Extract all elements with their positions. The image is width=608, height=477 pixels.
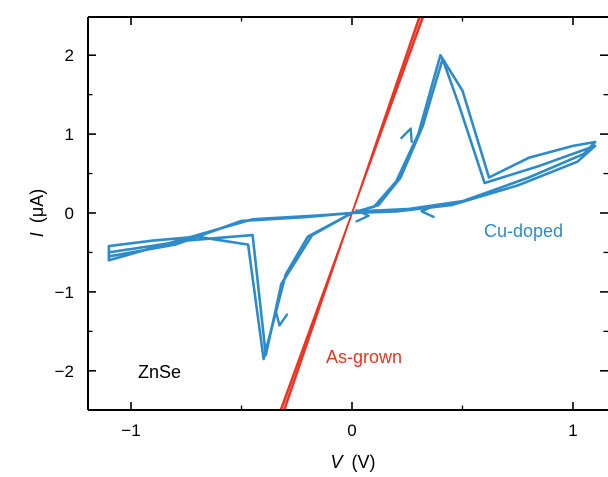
x-axis-variable: V bbox=[330, 452, 344, 472]
series-layer bbox=[107, 17, 597, 410]
direction-arrow-down bbox=[275, 311, 289, 327]
arrow-layer bbox=[275, 127, 435, 327]
annotation-cu-doped: Cu-doped bbox=[484, 221, 563, 241]
y-axis-title: I (μA) bbox=[27, 189, 47, 237]
y-tick-label: −1 bbox=[55, 283, 74, 302]
annotation-as-grown: As-grown bbox=[326, 347, 402, 367]
y-tick-label: 0 bbox=[65, 204, 74, 223]
y-tick-label: 2 bbox=[65, 46, 74, 65]
x-axis-unit: (V) bbox=[352, 452, 376, 472]
y-axis-unit: (μA) bbox=[27, 189, 47, 223]
tick-layer bbox=[88, 17, 608, 410]
y-axis-variable: I bbox=[27, 232, 47, 237]
x-axis-title: V (V) bbox=[330, 452, 375, 472]
x-tick-label: 1 bbox=[568, 421, 577, 440]
tick-label-layer: −2 −1 0 1 2 −1 0 1 bbox=[55, 46, 578, 440]
annotation-sample: ZnSe bbox=[138, 362, 181, 382]
y-tick-label: −2 bbox=[55, 362, 74, 381]
cu-doped-curve-1 bbox=[107, 53, 597, 361]
x-tick-label: −1 bbox=[121, 421, 140, 440]
direction-arrow-right bbox=[355, 209, 370, 223]
y-tick-label: 1 bbox=[65, 125, 74, 144]
x-tick-label: 0 bbox=[347, 421, 356, 440]
direction-arrow-left bbox=[420, 204, 435, 219]
cu-doped-curve-2 bbox=[107, 57, 597, 357]
direction-arrow-up bbox=[400, 127, 413, 144]
